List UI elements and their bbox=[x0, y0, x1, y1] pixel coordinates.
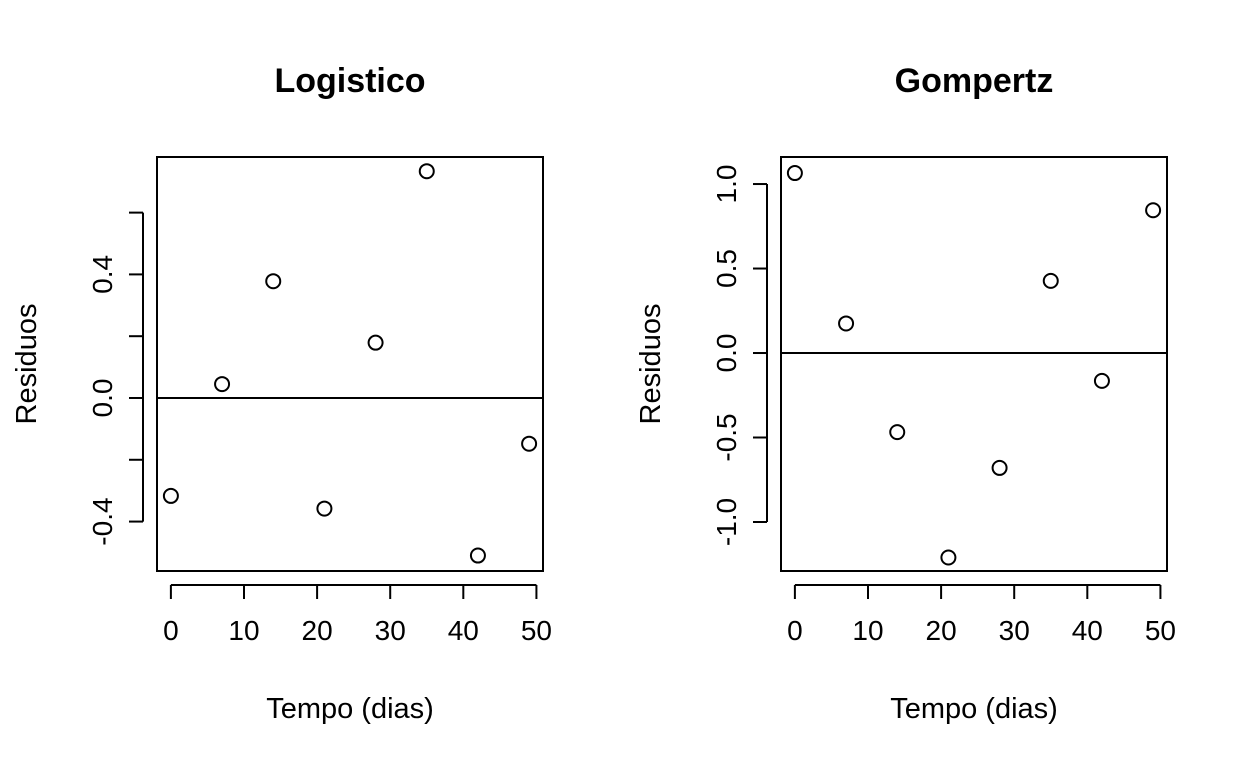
chart-title: Gompertz bbox=[895, 62, 1054, 100]
data-point bbox=[940, 549, 957, 566]
x-tick-label: 10 bbox=[228, 615, 259, 646]
chart-title: Logistico bbox=[274, 62, 425, 100]
data-point bbox=[418, 163, 435, 180]
data-point bbox=[1093, 372, 1110, 389]
chart-panel-1: Logistico 0 10 20 30 40 50 -0.4 0.0 0.4 Tempo (dia… bbox=[11, 62, 552, 725]
x-tick-label: 50 bbox=[1145, 615, 1176, 646]
data-point bbox=[786, 165, 803, 182]
x-tick-label: 10 bbox=[852, 615, 883, 646]
data-point bbox=[316, 500, 333, 517]
y-tick-label: 1.0 bbox=[711, 165, 742, 204]
y-tick-label: 0.0 bbox=[87, 379, 118, 418]
x-axis-label: Tempo (dias) bbox=[890, 693, 1058, 725]
y-tick-label: -0.5 bbox=[711, 413, 742, 461]
x-tick-label: 0 bbox=[787, 615, 803, 646]
plot-frame bbox=[780, 156, 1168, 572]
data-point bbox=[265, 273, 282, 290]
data-point bbox=[1042, 272, 1059, 289]
data-point bbox=[838, 315, 855, 332]
y-tick-label: 0.0 bbox=[711, 334, 742, 373]
x-tick-label: 30 bbox=[375, 615, 406, 646]
y-tick-label: -0.4 bbox=[87, 497, 118, 545]
data-point bbox=[367, 334, 384, 351]
x-tick-label: 40 bbox=[448, 615, 479, 646]
x-tick-label: 50 bbox=[521, 615, 552, 646]
y-axis-label: Residuos bbox=[11, 304, 43, 425]
data-point bbox=[889, 424, 906, 441]
data-point bbox=[991, 459, 1008, 476]
data-point bbox=[469, 547, 486, 564]
y-axis-label: Residuos bbox=[635, 304, 667, 425]
plot-frame bbox=[156, 156, 544, 572]
data-point bbox=[162, 487, 179, 504]
y-tick-label: 0.5 bbox=[711, 249, 742, 288]
data-point bbox=[1145, 202, 1162, 219]
x-tick-label: 30 bbox=[999, 615, 1030, 646]
x-tick-label: 20 bbox=[302, 615, 333, 646]
x-tick-label: 20 bbox=[926, 615, 957, 646]
data-point bbox=[521, 435, 538, 452]
data-point bbox=[214, 376, 231, 393]
y-tick-label: -1.0 bbox=[711, 498, 742, 546]
x-tick-label: 40 bbox=[1072, 615, 1103, 646]
x-tick-label: 0 bbox=[163, 615, 179, 646]
x-axis-label: Tempo (dias) bbox=[266, 693, 434, 725]
chart-panel-2: Gompertz 0 10 20 30 40 50 -1.0 -0.5 0.0 0.5 1.0 Temp… bbox=[635, 62, 1176, 725]
y-tick-label: 0.4 bbox=[87, 255, 118, 294]
